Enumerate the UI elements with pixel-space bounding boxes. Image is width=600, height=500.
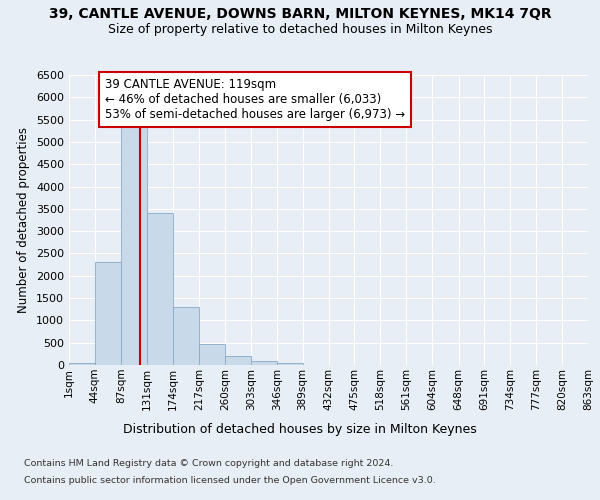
Bar	[251, 360, 277, 365]
Bar	[277, 363, 302, 365]
Bar	[121, 122, 147, 365]
Bar	[95, 262, 121, 365]
Text: Distribution of detached houses by size in Milton Keynes: Distribution of detached houses by size …	[123, 422, 477, 436]
Text: 39 CANTLE AVENUE: 119sqm
← 46% of detached houses are smaller (6,033)
53% of sem: 39 CANTLE AVENUE: 119sqm ← 46% of detach…	[106, 78, 406, 121]
Text: Size of property relative to detached houses in Milton Keynes: Size of property relative to detached ho…	[108, 22, 492, 36]
Text: 39, CANTLE AVENUE, DOWNS BARN, MILTON KEYNES, MK14 7QR: 39, CANTLE AVENUE, DOWNS BARN, MILTON KE…	[49, 8, 551, 22]
Bar	[147, 214, 173, 365]
Bar	[199, 344, 225, 365]
Text: Contains HM Land Registry data © Crown copyright and database right 2024.: Contains HM Land Registry data © Crown c…	[24, 458, 394, 468]
Y-axis label: Number of detached properties: Number of detached properties	[17, 127, 31, 313]
Bar	[69, 363, 95, 365]
Bar	[225, 356, 251, 365]
Text: Contains public sector information licensed under the Open Government Licence v3: Contains public sector information licen…	[24, 476, 436, 485]
Bar	[173, 307, 199, 365]
